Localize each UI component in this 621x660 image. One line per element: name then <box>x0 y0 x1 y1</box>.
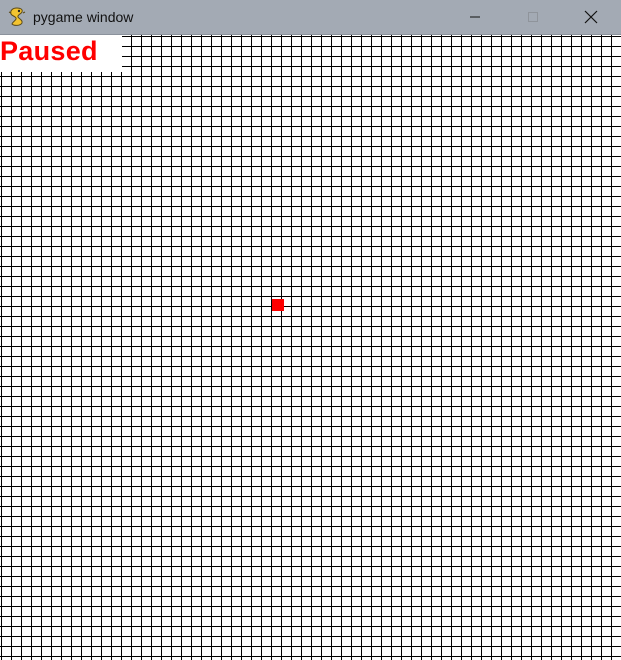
pygame-snake-icon <box>8 7 26 27</box>
maximize-icon <box>527 11 539 23</box>
pause-status-text: Paused <box>0 36 98 66</box>
close-button[interactable] <box>562 0 620 34</box>
maximize-button[interactable] <box>504 0 562 34</box>
pause-overlay: Paused <box>0 35 122 72</box>
title-bar[interactable]: pygame window <box>0 0 621 35</box>
game-grid <box>0 35 621 660</box>
food-cell <box>272 299 284 311</box>
window-title: pygame window <box>33 9 134 25</box>
close-icon <box>584 10 598 24</box>
game-canvas[interactable]: Paused <box>0 35 621 660</box>
minimize-button[interactable] <box>446 0 504 34</box>
minimize-icon <box>469 11 481 23</box>
